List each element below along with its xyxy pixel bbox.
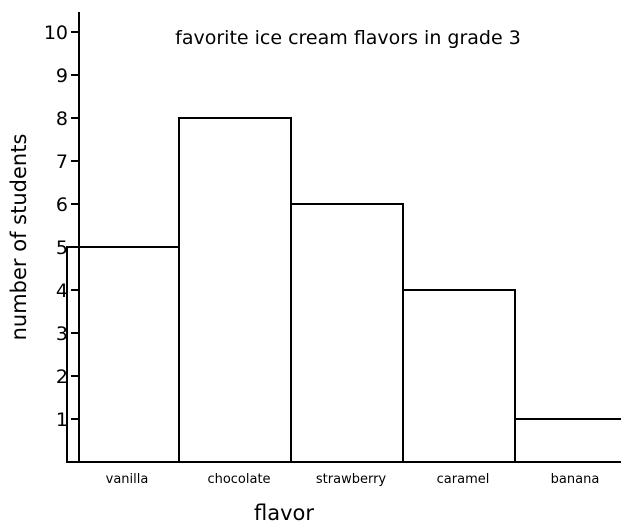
bar-vanilla xyxy=(66,246,180,463)
x-tick-label-caramel: caramel xyxy=(437,472,490,487)
x-tick-labels-group: vanilla chocolate strawberry caramel banana xyxy=(106,472,600,487)
y-ticks-group: 1 2 3 4 5 6 7 8 9 10 xyxy=(44,22,79,431)
x-tick-label-banana: banana xyxy=(551,472,600,487)
y-tick-label: 7 xyxy=(56,151,68,173)
x-tick-label-chocolate: chocolate xyxy=(207,472,270,487)
bar-caramel xyxy=(402,289,516,463)
y-tick-label: 2 xyxy=(56,366,68,388)
y-axis-label: number of students xyxy=(7,134,31,341)
y-tick-label: 8 xyxy=(56,108,68,130)
y-tick-label: 4 xyxy=(56,280,68,302)
x-tick-label-vanilla: vanilla xyxy=(106,472,149,487)
y-tick-label: 9 xyxy=(56,65,68,87)
y-tick-label: 5 xyxy=(56,237,68,259)
x-tick-label-strawberry: strawberry xyxy=(316,472,387,487)
x-axis-label: flavor xyxy=(254,501,314,525)
bar-strawberry xyxy=(290,203,404,463)
chart-title: favorite ice cream flavors in grade 3 xyxy=(175,27,521,49)
y-tick-label: 6 xyxy=(56,194,68,216)
y-tick-label: 3 xyxy=(56,323,68,345)
bar-banana xyxy=(514,418,621,463)
bars-group xyxy=(66,117,621,463)
y-tick-label: 1 xyxy=(56,409,68,431)
y-tick-label: 10 xyxy=(44,22,68,44)
bar-chocolate xyxy=(178,117,292,463)
